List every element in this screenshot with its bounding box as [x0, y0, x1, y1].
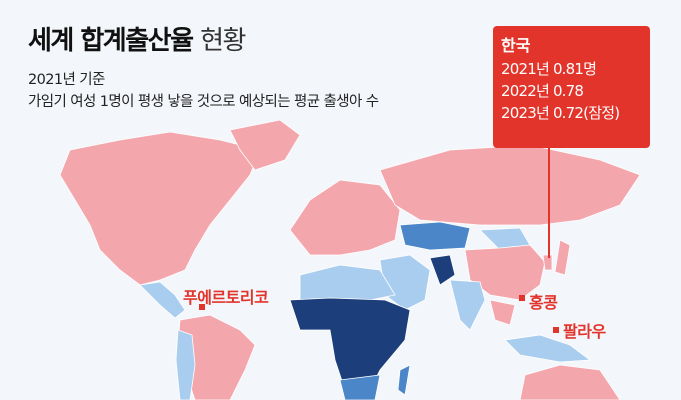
callout-line-2021: 2021년 0.81명: [501, 60, 597, 78]
region-sub-saharan-africa: [289, 297, 411, 391]
label-puerto-rico: 푸에르토리코: [183, 288, 269, 307]
callout-country: 한국: [501, 36, 531, 55]
region-southern-africa: [339, 374, 381, 400]
region-india: [449, 279, 486, 331]
page-title: 세계 합계출산율 현황: [28, 20, 246, 57]
region-central-america: [139, 281, 186, 319]
region-japan: [554, 239, 571, 276]
title-bold: 세계 합계출산율: [28, 26, 194, 56]
subtitle-description: 가임기 여성 1명이 평생 낳을 것으로 예상되는 평균 출생아 수: [28, 94, 379, 110]
region-andes: [175, 329, 196, 400]
marker-puerto-rico: [199, 304, 205, 310]
title-light: 현황: [200, 26, 246, 56]
region-greenland: [229, 119, 301, 171]
region-madagascar: [397, 364, 411, 396]
subtitle-basis: 2021년 기준: [28, 72, 105, 88]
label-hong-kong: 홍콩: [529, 293, 558, 312]
callout-pointer: [548, 148, 550, 258]
region-afghanistan-pakistan: [429, 254, 456, 286]
region-kazakhstan: [399, 221, 471, 251]
callout-line-2022: 2022년 0.78: [501, 82, 584, 100]
marker-palau: [553, 327, 559, 333]
region-southeast-asia: [489, 299, 516, 326]
region-indonesia: [504, 334, 592, 363]
region-north-africa: [299, 264, 396, 301]
callout-line-2023: 2023년 0.72(잠정): [501, 104, 620, 122]
region-europe: [289, 179, 401, 256]
region-australia: [519, 364, 621, 400]
korea-callout: 한국 2021년 0.81명 2022년 0.78 2023년 0.72(잠정): [493, 26, 650, 148]
region-russia: [379, 144, 641, 226]
region-north-america: [59, 131, 261, 286]
marker-hong-kong: [519, 295, 525, 301]
label-palau: 팔라우: [563, 322, 606, 341]
